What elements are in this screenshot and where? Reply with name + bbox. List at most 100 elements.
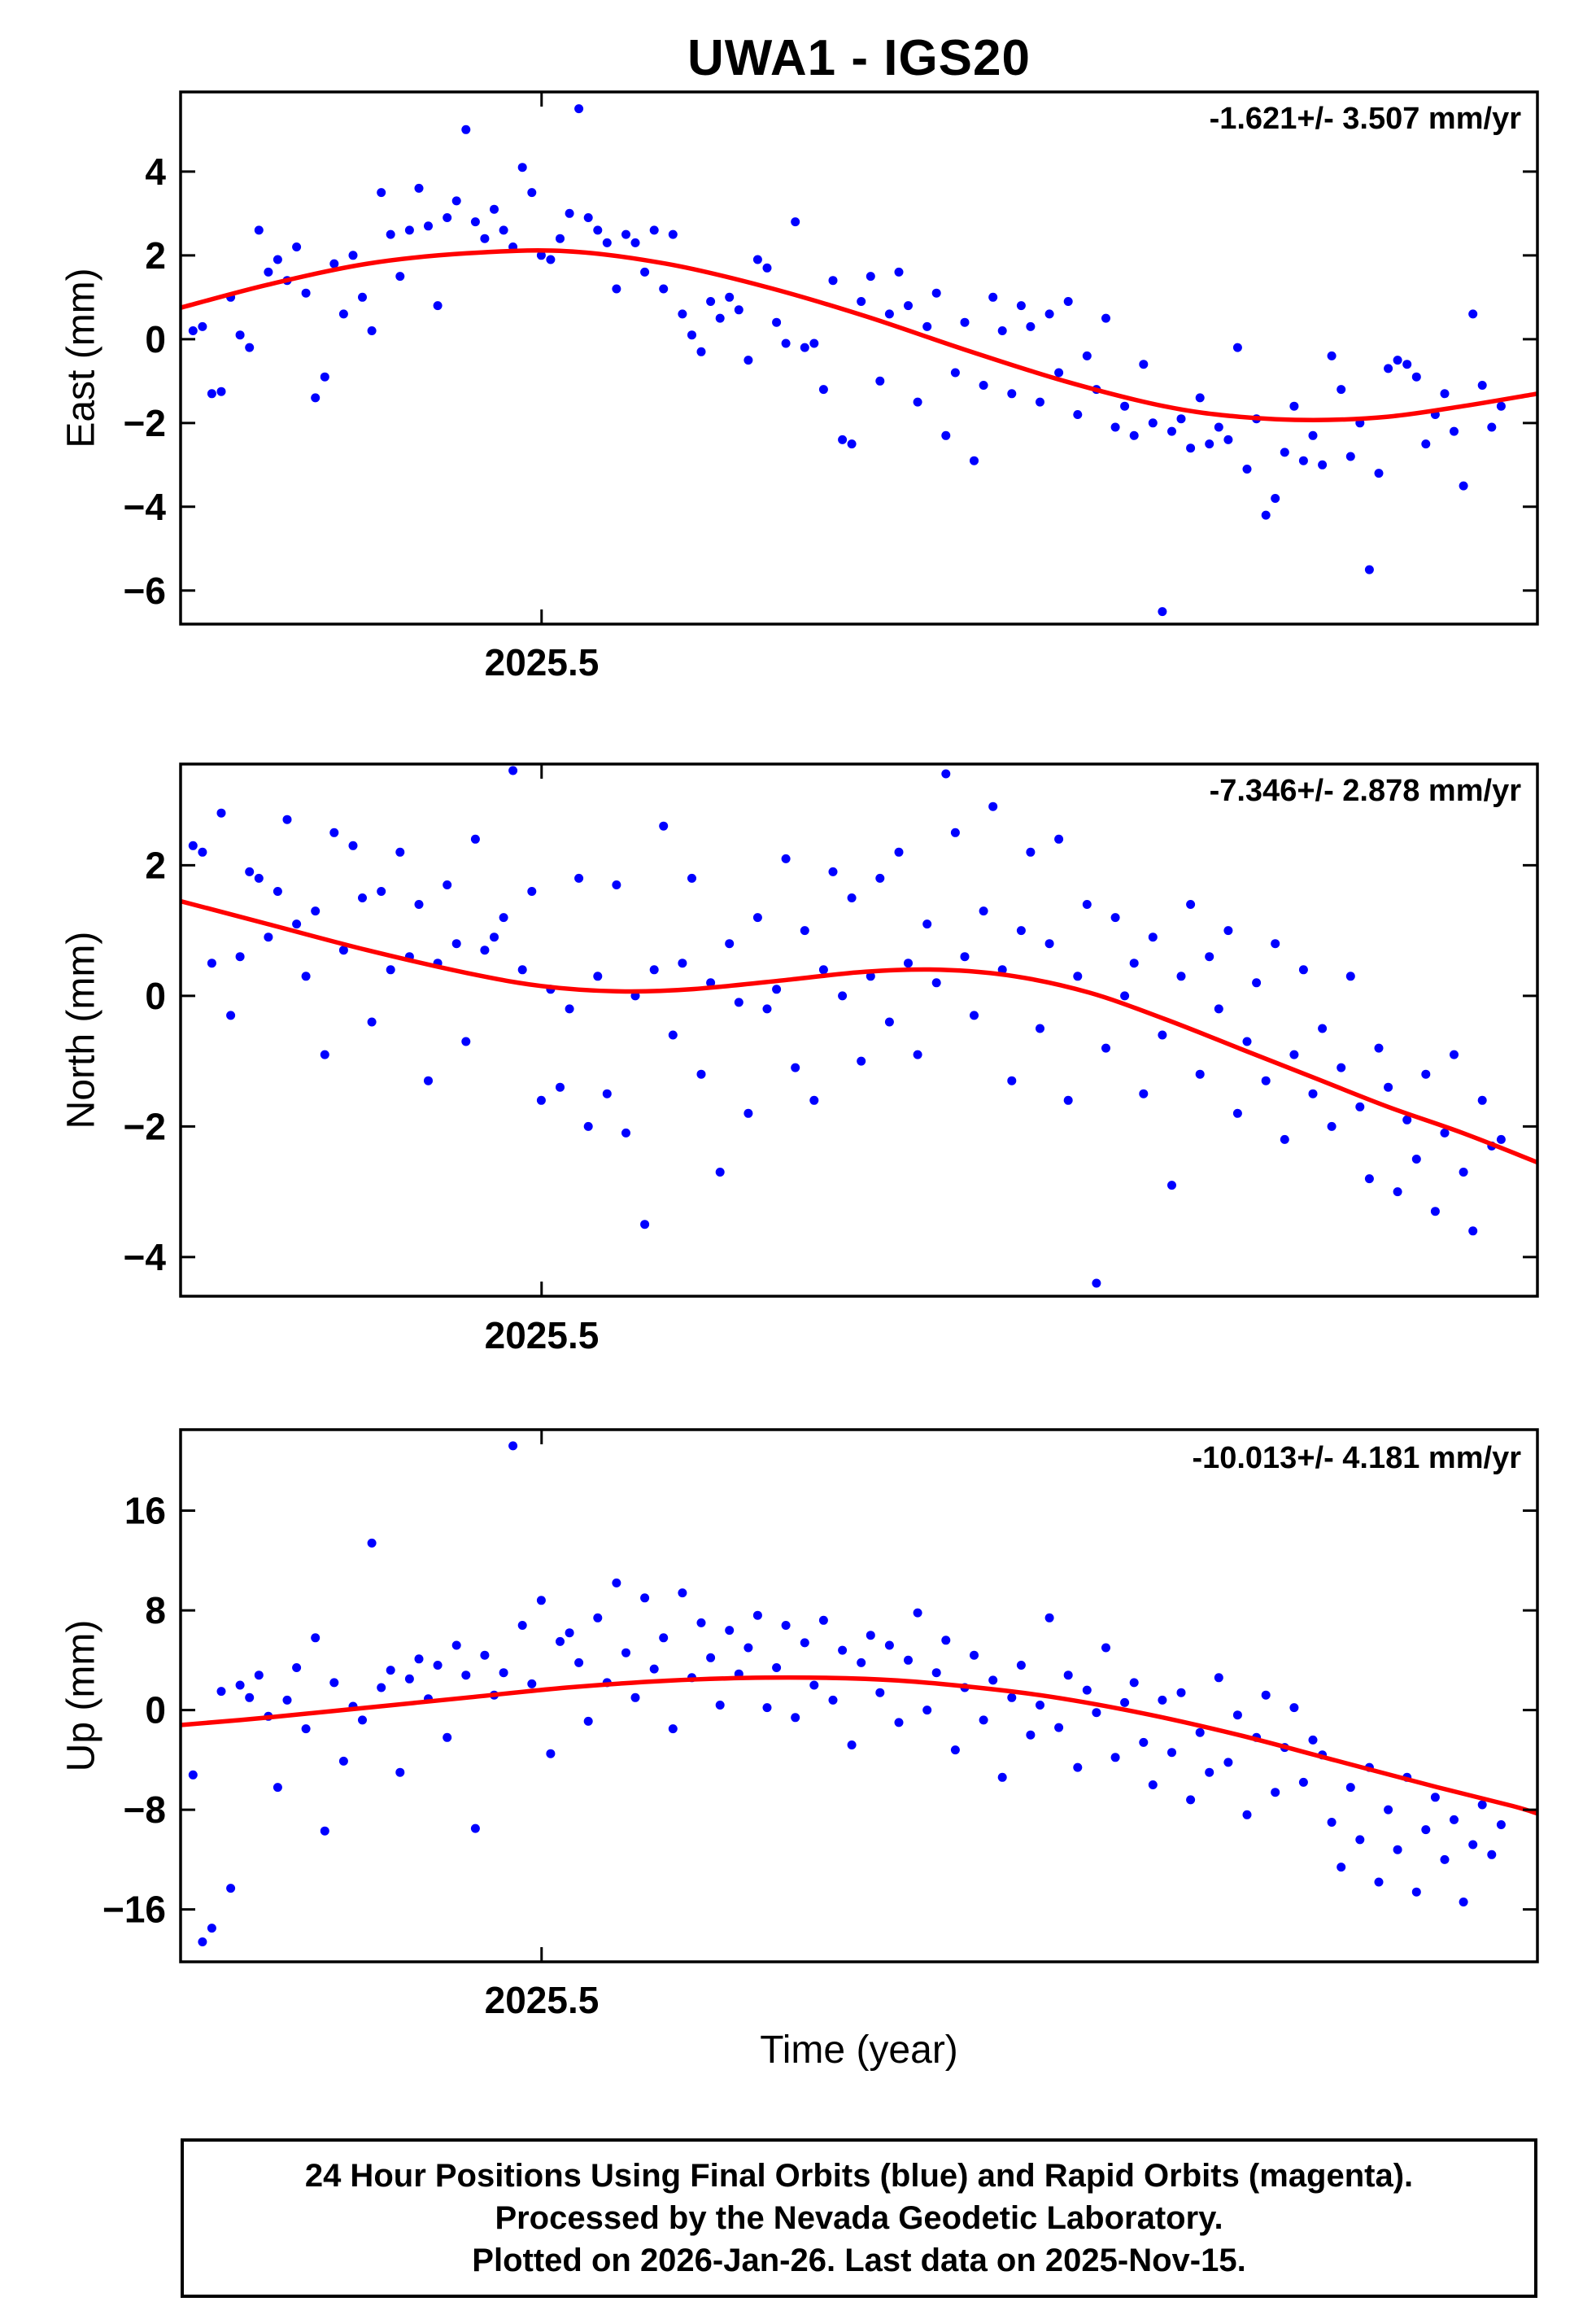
data-point — [358, 1715, 367, 1725]
data-point — [1082, 900, 1092, 909]
data-point — [517, 1621, 527, 1630]
data-point — [1411, 1887, 1421, 1897]
footer-line-1: 24 Hour Positions Using Final Orbits (bl… — [304, 2158, 1414, 2194]
data-point — [527, 1679, 537, 1688]
data-point — [1129, 959, 1139, 968]
data-point — [649, 965, 659, 975]
data-point — [1298, 965, 1308, 975]
data-point — [640, 1593, 650, 1603]
data-point — [621, 1128, 630, 1138]
y-tick-label: −4 — [124, 1236, 167, 1278]
data-point — [414, 900, 424, 909]
data-point — [1148, 1780, 1158, 1789]
data-point — [828, 1695, 838, 1705]
data-point — [198, 1937, 207, 1946]
data-point — [752, 913, 762, 923]
data-point — [875, 873, 885, 883]
data-point — [781, 854, 791, 863]
data-point — [282, 815, 292, 824]
data-point — [527, 887, 537, 896]
data-point — [1101, 313, 1110, 323]
data-point — [451, 939, 461, 949]
data-point — [254, 225, 264, 235]
data-point — [1318, 1024, 1328, 1033]
data-point — [490, 932, 499, 942]
data-point — [254, 1671, 264, 1680]
data-point — [1073, 1762, 1083, 1772]
data-point — [979, 1715, 988, 1725]
data-point — [508, 766, 518, 775]
data-point — [1223, 435, 1233, 444]
data-point — [1298, 456, 1308, 465]
data-point — [517, 163, 527, 173]
data-point — [884, 1640, 894, 1650]
data-point — [1026, 321, 1036, 331]
data-point — [461, 1671, 471, 1680]
data-point — [743, 1643, 753, 1653]
data-point — [1384, 1082, 1393, 1092]
data-point — [800, 1638, 809, 1648]
data-point — [245, 867, 255, 876]
data-point — [235, 1680, 245, 1690]
data-point — [1036, 397, 1044, 407]
data-point — [941, 1636, 951, 1645]
data-point — [1364, 1174, 1374, 1184]
data-point — [470, 217, 480, 227]
data-point — [809, 1680, 819, 1690]
data-point — [386, 965, 395, 975]
data-point — [1271, 1788, 1280, 1797]
data-point — [1082, 1685, 1092, 1695]
data-point — [198, 321, 207, 331]
data-point — [884, 1017, 894, 1027]
data-point — [904, 301, 913, 311]
data-point — [659, 1633, 669, 1643]
data-point — [1158, 1695, 1167, 1705]
data-point — [809, 1095, 819, 1105]
plot-frame — [179, 1428, 1539, 1963]
y-tick-label: 0 — [145, 975, 166, 1017]
data-point — [1139, 360, 1149, 369]
data-point — [1026, 1730, 1036, 1740]
footer-line-2: Processed by the Nevada Geodetic Laborat… — [495, 2200, 1223, 2236]
data-point — [1026, 847, 1036, 857]
data-point — [404, 1674, 414, 1684]
data-point — [706, 297, 716, 306]
data-point — [1318, 460, 1328, 469]
data-point — [1337, 1063, 1346, 1072]
data-point — [1167, 1748, 1176, 1758]
data-point — [443, 1732, 452, 1742]
data-point — [1337, 385, 1346, 395]
data-point — [556, 1082, 565, 1092]
data-point — [1205, 1767, 1214, 1777]
data-point — [320, 1050, 329, 1059]
data-point — [602, 1089, 612, 1098]
data-point — [1477, 1095, 1487, 1105]
data-point — [367, 1538, 377, 1548]
north-plot-svg: 2 0 −2 −4 — [124, 762, 1539, 1298]
data-point — [1308, 430, 1318, 440]
data-point — [630, 238, 640, 247]
data-point — [367, 1017, 377, 1027]
data-point — [1223, 1758, 1233, 1767]
data-point — [791, 217, 800, 227]
data-point — [857, 1657, 866, 1667]
data-point — [1421, 439, 1431, 449]
data-point — [367, 326, 377, 335]
data-point — [574, 873, 584, 883]
data-point — [1421, 1825, 1431, 1835]
y-tick-label: 8 — [145, 1589, 166, 1631]
data-point — [931, 288, 941, 298]
data-point — [1129, 1678, 1139, 1688]
data-point — [950, 1745, 960, 1755]
data-point — [329, 828, 339, 837]
data-point — [480, 1650, 490, 1660]
data-point — [913, 1608, 922, 1618]
data-point — [847, 893, 857, 902]
data-point — [1364, 565, 1374, 574]
data-point — [725, 1626, 735, 1636]
data-point — [725, 292, 735, 302]
data-point — [583, 1716, 593, 1726]
data-point — [583, 1121, 593, 1131]
data-point — [414, 1654, 424, 1664]
